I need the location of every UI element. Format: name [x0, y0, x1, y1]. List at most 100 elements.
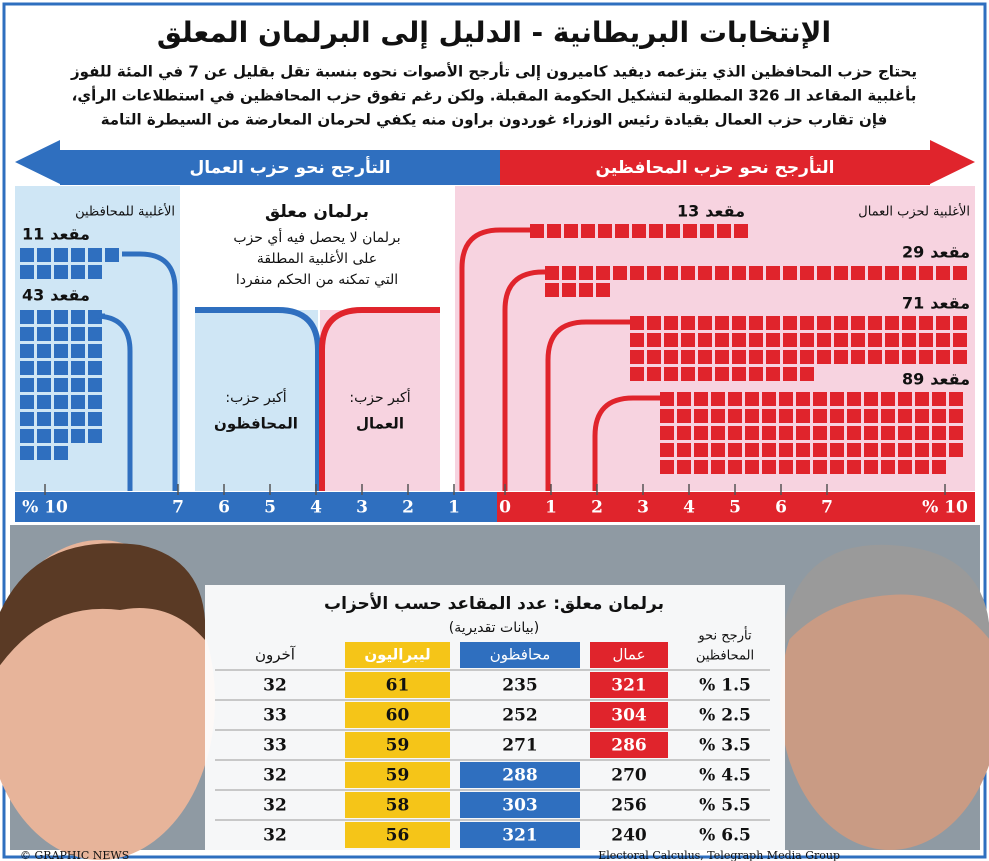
- seat-square: [830, 460, 844, 474]
- right-panel-label: الأغلبية لحزب العمال: [858, 203, 970, 220]
- seat-square: [545, 266, 559, 280]
- seat-square: [596, 266, 610, 280]
- seat-square: [745, 460, 759, 474]
- seat-square: [677, 460, 691, 474]
- seat-square: [796, 426, 810, 440]
- seat-square: [813, 443, 827, 457]
- seat-square: [88, 265, 102, 279]
- seat-square: [868, 316, 882, 330]
- seat-square: [647, 333, 661, 347]
- seat-square: [105, 248, 119, 262]
- seat-square: [660, 409, 674, 423]
- seat-square: [817, 333, 831, 347]
- scale-label: 2: [402, 498, 414, 518]
- table-value: 271: [502, 736, 538, 756]
- seat-square: [915, 426, 929, 440]
- seat-square: [783, 350, 797, 364]
- seat-square: [647, 266, 661, 280]
- seat-square: [766, 266, 780, 280]
- table-value: % 2.5: [699, 706, 751, 726]
- column-header: المحافظين: [696, 649, 754, 664]
- seat-square: [796, 392, 810, 406]
- seat-square: [783, 266, 797, 280]
- seat-square: [677, 409, 691, 423]
- seat-square: [745, 392, 759, 406]
- seat-count: 71: [902, 294, 924, 313]
- intro-line: يحتاج حزب المحافظين الذي يتزعمه ديفيد كا…: [70, 62, 917, 82]
- seat-square: [766, 350, 780, 364]
- center-description: برلمان لا يحصل فيه أي حزب: [233, 228, 400, 246]
- seat-square: [732, 333, 746, 347]
- seat-square: [885, 333, 899, 347]
- seat-square: [698, 350, 712, 364]
- seat-square: [37, 248, 51, 262]
- seat-square: [813, 409, 827, 423]
- seat-square: [660, 426, 674, 440]
- seat-square: [898, 409, 912, 423]
- scale-label: 6: [218, 498, 230, 518]
- seat-square: [762, 460, 776, 474]
- seat-square: [936, 266, 950, 280]
- seat-square: [54, 412, 68, 426]
- seat-square: [915, 443, 929, 457]
- seat-square: [681, 367, 695, 381]
- seat-square: [71, 429, 85, 443]
- seat-square: [783, 333, 797, 347]
- seat-square: [796, 443, 810, 457]
- seat-square: [847, 409, 861, 423]
- seat-square: [37, 378, 51, 392]
- seat-square: [711, 409, 725, 423]
- table-value: 59: [386, 766, 410, 786]
- seat-square: [88, 361, 102, 375]
- seat-square: [694, 392, 708, 406]
- seat-square: [54, 429, 68, 443]
- seat-square: [732, 316, 746, 330]
- seat-square: [868, 266, 882, 280]
- seat-square: [864, 392, 878, 406]
- seat-square: [711, 443, 725, 457]
- seat-count: 89: [902, 370, 924, 389]
- seat-square: [562, 283, 576, 297]
- table-value: 33: [263, 736, 287, 756]
- seat-square: [881, 443, 895, 457]
- seat-square: [817, 266, 831, 280]
- seat-square: [71, 361, 85, 375]
- seat-square: [562, 266, 576, 280]
- seat-square: [649, 224, 663, 238]
- seat-square: [779, 426, 793, 440]
- seat-square: [698, 316, 712, 330]
- seat-square: [88, 344, 102, 358]
- seat-square: [728, 443, 742, 457]
- seat-square: [932, 443, 946, 457]
- seat-square: [915, 460, 929, 474]
- seat-square: [851, 333, 865, 347]
- seat-square: [783, 367, 797, 381]
- seat-square: [732, 266, 746, 280]
- seat-square: [732, 350, 746, 364]
- seat-square: [779, 460, 793, 474]
- seat-square: [88, 395, 102, 409]
- seat-square: [666, 224, 680, 238]
- seat-square: [915, 392, 929, 406]
- arrow-right-label: التأرجح نحو حزب المحافظين: [596, 156, 835, 178]
- intro-line: بأغلبية المقاعد الـ 326 المطلوبة لتشكيل …: [72, 86, 917, 106]
- table-value: 321: [611, 676, 647, 696]
- seat-square: [647, 367, 661, 381]
- seat-square: [745, 443, 759, 457]
- seat-square: [660, 443, 674, 457]
- scale-label: 1: [448, 498, 460, 518]
- seat-square: [762, 409, 776, 423]
- seat-square: [581, 224, 595, 238]
- table-value: 240: [611, 826, 647, 846]
- seat-square: [728, 426, 742, 440]
- table-value: 32: [263, 676, 287, 696]
- seat-square: [881, 426, 895, 440]
- seat-square: [694, 426, 708, 440]
- seat-square: [881, 392, 895, 406]
- seat-square: [698, 333, 712, 347]
- seat-square: [545, 283, 559, 297]
- seat-square: [953, 350, 967, 364]
- seat-square: [54, 248, 68, 262]
- seat-square: [949, 409, 963, 423]
- seat-square: [715, 350, 729, 364]
